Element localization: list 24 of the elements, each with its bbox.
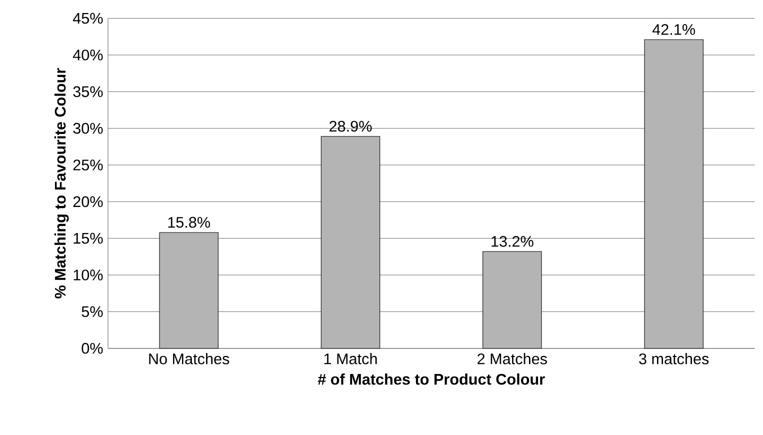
data-label: 28.9% bbox=[330, 120, 372, 132]
bar bbox=[644, 39, 704, 349]
data-label: 13.2% bbox=[492, 236, 534, 247]
y-tick-label: 15% bbox=[74, 232, 103, 244]
bar bbox=[159, 232, 218, 349]
y-tick-label: 5% bbox=[82, 306, 103, 318]
y-tick-label: 35% bbox=[73, 86, 103, 98]
bar bbox=[320, 136, 380, 349]
y-tick-label: 40% bbox=[72, 50, 103, 60]
bar bbox=[482, 251, 542, 349]
y-tick-label: 25% bbox=[73, 160, 103, 170]
y-tick-label: 10% bbox=[74, 270, 103, 280]
y-tick-label: 45% bbox=[72, 12, 103, 24]
y-tick-label: 30% bbox=[73, 122, 103, 134]
x-tick-label: 2 Matches bbox=[478, 353, 547, 364]
x-tick-label: No Matches bbox=[149, 353, 230, 364]
x-tick-label: 1 Match bbox=[324, 353, 377, 364]
y-tick-label: 20% bbox=[73, 196, 103, 208]
x-axis-title: # of Matches to Product Colour bbox=[318, 373, 545, 385]
data-label: 15.8% bbox=[168, 216, 210, 228]
x-tick-label: 3 matches bbox=[639, 353, 709, 364]
y-axis-title: % Matching to Favourite Colour bbox=[54, 68, 69, 298]
data-label: 42.1% bbox=[652, 24, 696, 35]
y-tick-label: 0% bbox=[82, 342, 103, 354]
